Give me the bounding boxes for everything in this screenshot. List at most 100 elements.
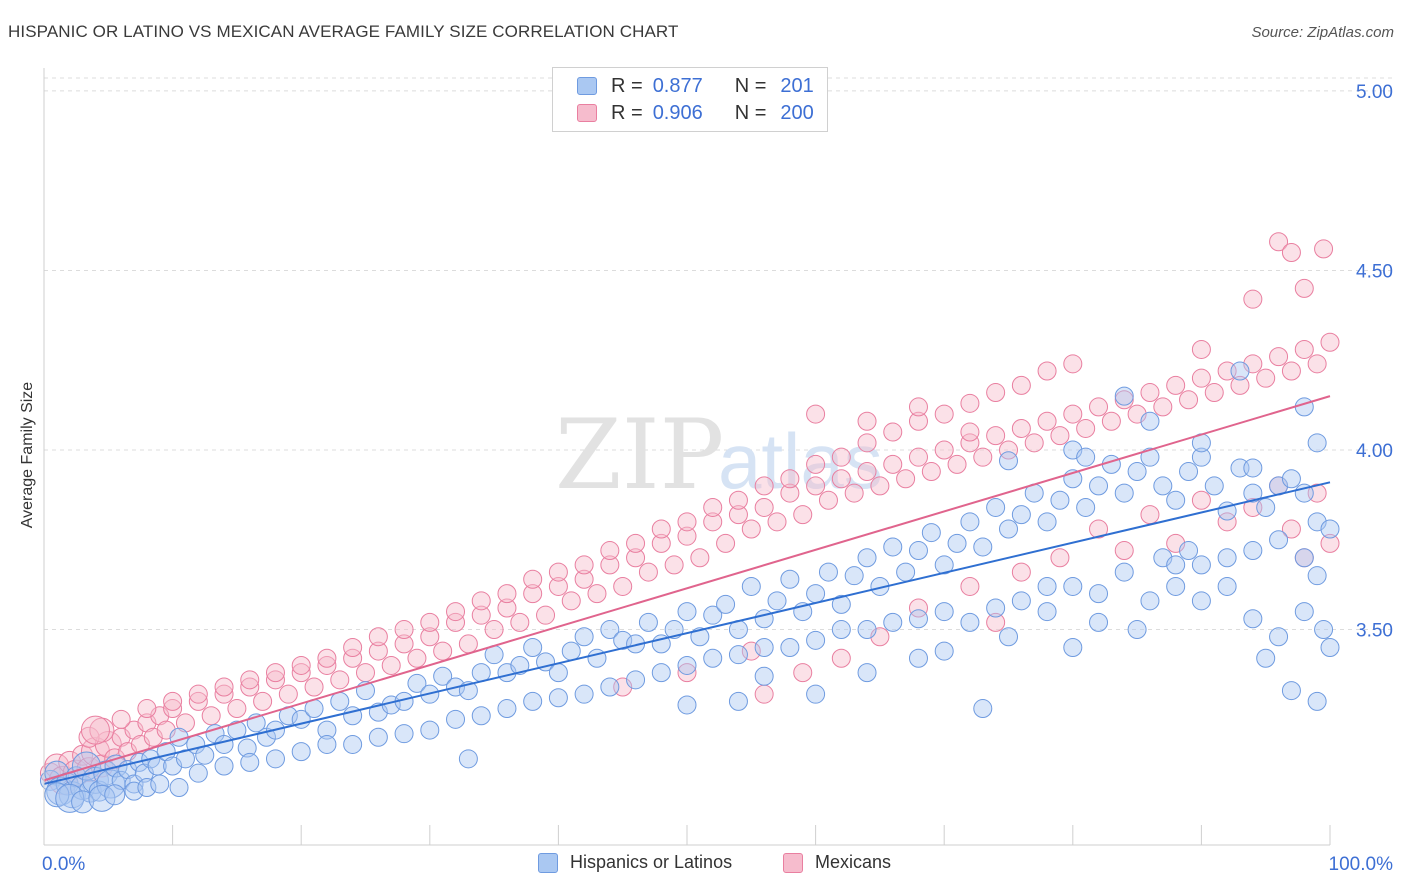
mexicans-point <box>947 454 967 474</box>
mexicans-point <box>973 447 993 467</box>
mexicans-point <box>497 598 517 618</box>
mexicans-point <box>677 663 697 683</box>
legend-row-hispanics: R = 0.877 N = 201 <box>577 74 814 98</box>
hispanics-point <box>1140 411 1160 431</box>
hispanics-point <box>1127 462 1147 482</box>
hispanics-point <box>1269 530 1289 550</box>
mexicans-point <box>536 605 556 625</box>
hispanics-point <box>1307 433 1327 453</box>
mexicans-point <box>908 397 928 417</box>
hispanics-point <box>1076 497 1096 517</box>
hispanics-point <box>1191 591 1211 611</box>
hispanics-point <box>677 655 697 675</box>
mexicans-point <box>80 715 110 745</box>
mexicans-point <box>163 691 183 711</box>
mexicans-point <box>484 620 504 640</box>
mexicans-point <box>728 490 748 510</box>
mexicans-point <box>1191 490 1211 510</box>
legend-label-mexicans: Mexicans <box>815 852 892 872</box>
hispanics-point <box>986 598 1006 618</box>
hispanics-point <box>908 609 928 629</box>
mexicans-point <box>343 648 363 668</box>
hispanics-point <box>1037 602 1057 622</box>
mexicans-point <box>960 576 980 596</box>
hispanics-point <box>510 655 530 675</box>
hispanics-point <box>806 630 826 650</box>
mexicans-points <box>39 232 1340 795</box>
x-tick-label: 100.0% <box>1329 854 1394 875</box>
hispanics-point <box>343 734 363 754</box>
hispanics-point <box>368 727 388 747</box>
mexicans-point <box>1076 418 1096 438</box>
hispanics-point <box>1294 602 1314 622</box>
mexicans-point <box>1050 548 1070 568</box>
hispanics-point <box>88 784 116 812</box>
mexicans-point <box>548 576 568 596</box>
hispanics-point <box>1166 490 1186 510</box>
n-label: N = <box>734 74 767 97</box>
hispanics-point <box>1063 638 1083 657</box>
hispanics-point <box>237 738 257 758</box>
hispanics-point <box>446 709 466 729</box>
hispanics-point <box>947 533 967 553</box>
mexicans-point <box>716 533 736 553</box>
hispanics-point <box>908 648 928 668</box>
hispanics-point <box>1063 576 1083 596</box>
mexicans-point <box>754 476 774 496</box>
legend-swatch-pink <box>577 104 597 122</box>
hispanics-point <box>1011 591 1031 611</box>
mexicans-point <box>433 641 453 661</box>
mexicans-point <box>960 393 980 413</box>
mexicans-point <box>458 634 478 654</box>
hispanics-point <box>831 594 851 614</box>
mexicans-point <box>587 584 607 604</box>
hispanics-point <box>214 734 234 754</box>
watermark-zip: ZIP <box>555 399 724 511</box>
hispanics-point <box>523 691 543 711</box>
tick-labels: 3.50 4.00 4.50 5.00 0.0% 100.0% <box>42 82 1393 875</box>
mexicans-point <box>214 677 234 697</box>
mexicans-point <box>163 699 183 719</box>
hispanics-point <box>1217 576 1237 596</box>
hispanics-point <box>291 742 311 762</box>
source-label: Source: ZipAtlas.com <box>1251 24 1394 41</box>
hispanics-point <box>664 620 684 640</box>
mexicans-point <box>420 612 440 632</box>
mexicans-point <box>523 569 543 589</box>
hispanics-point <box>677 695 697 715</box>
mexicans-point <box>420 627 440 647</box>
hispanics-point <box>1243 483 1263 503</box>
mexicans-point <box>446 602 466 622</box>
mexicans-point <box>111 709 131 729</box>
mexicans-point <box>793 663 813 683</box>
hispanics-point <box>613 630 633 650</box>
hispanics-point <box>1307 691 1327 711</box>
mexicans-point <box>703 512 723 532</box>
hispanics-point <box>754 638 774 657</box>
mexicans-point <box>1179 390 1199 410</box>
mexicans-point <box>1011 562 1031 582</box>
hispanics-point <box>934 555 954 575</box>
hispanics-point <box>195 745 215 765</box>
hispanics-point <box>240 752 260 772</box>
mexicans-point <box>1101 411 1121 431</box>
mexicans-point <box>986 612 1006 632</box>
mexicans-point <box>806 476 826 496</box>
mexicans-point <box>407 648 427 668</box>
mexicans-point <box>227 699 247 719</box>
hispanics-point <box>883 612 903 632</box>
mexicans-point <box>908 598 928 618</box>
hispanics-point <box>896 562 916 582</box>
bottom-legend-hispanics[interactable]: Hispanics or Latinos <box>538 852 732 873</box>
hispanics-point <box>169 778 189 798</box>
bottom-legend-mexicans[interactable]: Mexicans <box>783 852 891 873</box>
hispanics-point <box>651 663 671 683</box>
mexicans-point <box>677 526 697 546</box>
x-tick-label: 0.0% <box>42 854 85 875</box>
mexicans-point <box>986 383 1006 403</box>
mexicans-point <box>600 555 620 575</box>
axes <box>43 68 1331 846</box>
hispanics-point <box>767 591 787 611</box>
mexicans-point <box>1011 418 1031 438</box>
mexicans-point <box>1256 368 1276 388</box>
